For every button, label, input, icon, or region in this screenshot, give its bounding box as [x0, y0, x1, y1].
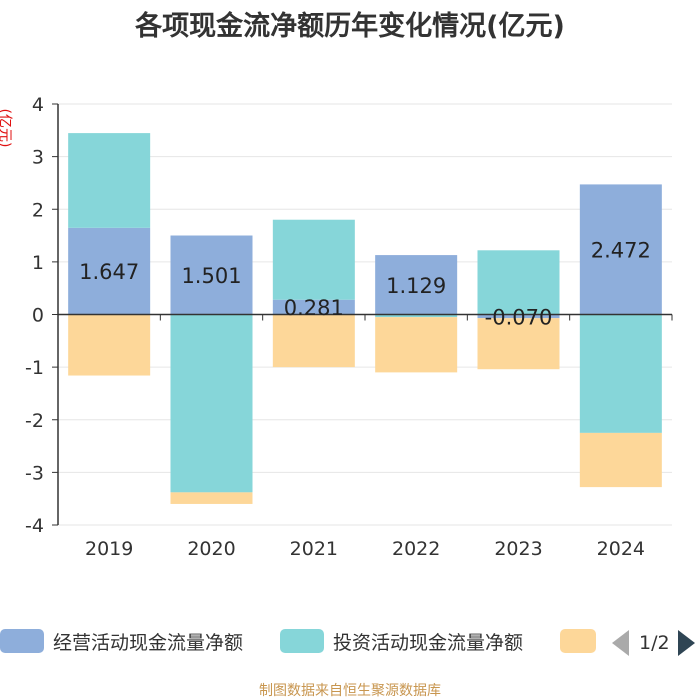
data-label-2023: -0.070: [485, 305, 553, 329]
bar-2024-series-1[interactable]: [579, 314, 662, 433]
y-tick-label: -1: [25, 357, 44, 379]
y-tick-label: -4: [25, 515, 44, 537]
bar-2021-series-2[interactable]: [272, 314, 355, 368]
y-tick-label: -3: [25, 462, 44, 484]
bar-2022-series-2[interactable]: [375, 317, 458, 373]
bar-2024-series-0[interactable]: [579, 184, 662, 315]
data-label-2022: 1.129: [386, 274, 446, 298]
y-tick-label: 4: [32, 94, 44, 116]
bar-2024-series-2[interactable]: [579, 432, 662, 488]
chart-title: 各项现金流净额历年变化情况(亿元): [135, 11, 565, 42]
bar-2022-series-0[interactable]: [375, 255, 458, 315]
bar-2020-series-1[interactable]: [170, 314, 253, 493]
grid-lines: [58, 103, 672, 526]
axes: 4 3 2 1 0 -1 -2 -3 -4 2019 2020 2021 2022 2023 2024: [25, 94, 673, 560]
legend-page-indicator: 1/2: [639, 632, 670, 654]
legend: 经营活动现金流量净额 投资活动现金流量净额: [0, 626, 700, 658]
bar-2023-series-2[interactable]: [477, 318, 560, 370]
y-tick-label: 0: [32, 305, 44, 327]
y-tick-label: -2: [25, 410, 44, 432]
data-labels: 1.647 1.501 0.281 1.129 -0.070 2.472: [79, 238, 651, 329]
x-tick-label-2019: 2019: [85, 538, 133, 560]
bar-2019-series-0[interactable]: [68, 227, 151, 315]
legend-label-operating: 经营活动现金流量净额: [53, 631, 244, 654]
chart-plot: 4 3 2 1 0 -1 -2 -3 -4 2019 2020 2021 2022 2023 2024 1.…: [25, 94, 673, 560]
y-tick-label: 2: [32, 199, 44, 221]
data-label-2021: 0.281: [284, 296, 344, 320]
bar-2021-series-1[interactable]: [272, 219, 355, 300]
legend-item-operating[interactable]: 经营活动现金流量净额: [0, 626, 243, 656]
x-tick-label-2022: 2022: [392, 538, 440, 560]
bar-2022-series-1[interactable]: [375, 314, 458, 318]
data-label-2024: 2.472: [591, 238, 651, 262]
y-tick-label: 1: [32, 252, 44, 274]
data-label-2019: 1.647: [79, 260, 139, 284]
x-tick-label-2021: 2021: [290, 538, 338, 560]
data-label-2020: 1.501: [181, 264, 241, 288]
legend-pager: 1/2: [612, 628, 695, 658]
bar-2019-series-1[interactable]: [68, 133, 151, 228]
legend-item-investing[interactable]: 投资活动现金流量净额: [280, 626, 523, 656]
legend-item-financing[interactable]: [560, 626, 596, 656]
bar-2023-series-1[interactable]: [477, 250, 560, 315]
bar-2021-series-0[interactable]: [272, 299, 355, 315]
bar-2019-series-2[interactable]: [68, 314, 151, 376]
legend-label-investing: 投资活动现金流量净额: [333, 631, 524, 654]
legend-prev-icon[interactable]: [612, 630, 629, 656]
x-tick-label-2020: 2020: [187, 538, 235, 560]
y-tick-label: 3: [32, 147, 44, 169]
x-tick-label-2023: 2023: [494, 538, 542, 560]
bars: [68, 133, 662, 504]
legend-next-icon[interactable]: [677, 630, 695, 656]
x-tick-label-2024: 2024: [597, 538, 645, 560]
legend-swatch-operating: [0, 629, 44, 653]
source-note: 制图数据来自恒生聚源数据库: [259, 683, 441, 699]
bar-2023-series-0[interactable]: [477, 314, 560, 319]
bar-2020-series-2[interactable]: [170, 492, 253, 504]
bar-2020-series-0[interactable]: [170, 235, 253, 315]
legend-swatch-investing: [280, 629, 324, 653]
legend-swatch-financing: [560, 629, 596, 653]
